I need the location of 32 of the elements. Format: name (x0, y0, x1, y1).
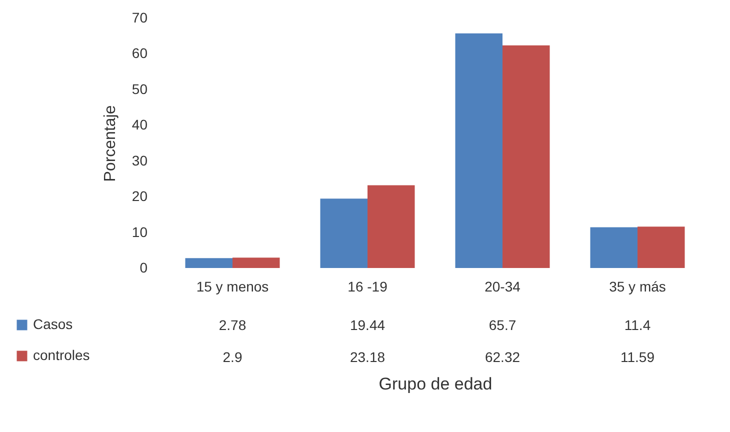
data-label: 2.78 (218, 317, 246, 333)
data-label: 23.18 (350, 349, 386, 365)
legend-label: Casos (33, 316, 73, 332)
data-label: 11.59 (620, 349, 655, 365)
bar (638, 226, 685, 268)
x-axis-title: Grupo de edad (378, 374, 492, 394)
y-tick-label: 20 (132, 188, 148, 204)
y-axis-title: Porcentaje (102, 105, 119, 182)
y-tick-label: 50 (132, 80, 148, 97)
y-tick-label: 70 (132, 10, 148, 26)
data-label: 2.9 (222, 349, 242, 365)
bar (320, 198, 368, 268)
bar (502, 45, 550, 268)
bar (185, 258, 232, 268)
bar (590, 227, 638, 268)
y-tick-label: 40 (132, 116, 148, 133)
x-tick-label: 15 y menos (196, 278, 269, 294)
x-tick-label: 35 y más (609, 278, 666, 294)
bar (368, 185, 415, 268)
data-label: 19.44 (350, 317, 386, 333)
bar (232, 258, 280, 268)
y-tick-label: 0 (140, 260, 148, 276)
data-label: 62.32 (484, 349, 520, 365)
x-tick-label: 20-34 (484, 278, 521, 294)
bar (455, 33, 502, 268)
legend-label: controles (33, 347, 90, 363)
y-tick-label: 10 (132, 224, 148, 240)
y-tick-label: 30 (132, 152, 148, 168)
y-tick-label: 60 (132, 45, 148, 62)
data-label: 65.7 (488, 317, 516, 333)
x-tick-label: 16 -19 (348, 278, 388, 294)
data-label: 11.4 (624, 317, 651, 333)
